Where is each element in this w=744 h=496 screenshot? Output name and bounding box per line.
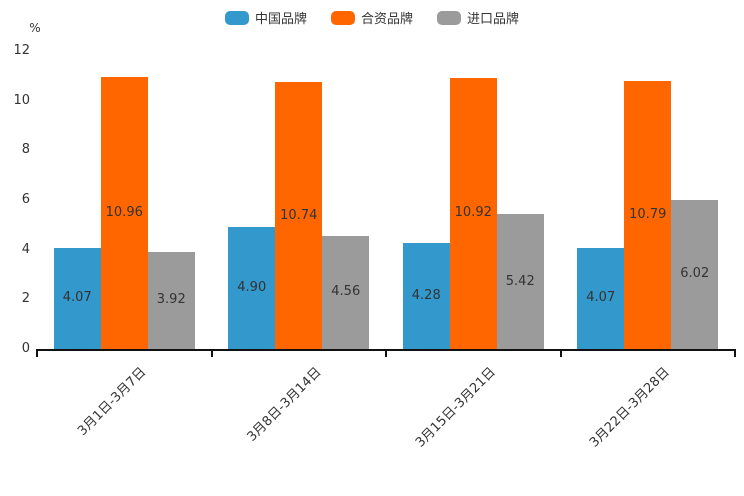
bar-value-label: 4.90 <box>237 280 267 296</box>
legend-marker-icon <box>330 10 355 25</box>
bar-value-label: 10.79 <box>629 207 667 223</box>
bar-value-label: 3.92 <box>156 292 186 308</box>
bar-value-label: 10.96 <box>105 204 143 220</box>
legend-item-label: 进口品牌 <box>467 12 520 27</box>
bar-value-label: 10.92 <box>454 205 492 221</box>
legend-item-series-1[interactable]: 合资品牌 <box>330 8 413 27</box>
legend-item-series-2[interactable]: 进口品牌 <box>437 8 519 27</box>
bar-中国品牌-cat0 <box>53 247 101 349</box>
bar-进口品牌-cat1 <box>322 235 370 349</box>
bar-value-label: 4.07 <box>62 290 92 306</box>
bar-进口品牌-cat3 <box>671 199 719 349</box>
bar-进口品牌-cat2 <box>496 214 544 349</box>
bar-进口品牌-cat0 <box>147 251 195 349</box>
bar-value-label: 4.28 <box>411 287 441 303</box>
y-axis-tick-label: 10 <box>13 92 30 108</box>
chart-legend: 中国品牌 合资品牌 进口品牌 <box>0 8 744 27</box>
y-axis-tick-label: 0 <box>21 341 30 356</box>
y-axis-unit-label: % <box>29 21 41 35</box>
x-axis-category-label: 3月1日-3月7日 <box>75 364 150 439</box>
x-axis-category-label: 3月15日-3月21日 <box>412 364 499 451</box>
bar-合资品牌-cat0 <box>100 76 148 349</box>
bar-中国品牌-cat3 <box>577 247 625 349</box>
bar-合资品牌-cat3 <box>624 81 672 349</box>
x-axis-tick <box>385 351 387 357</box>
x-axis-tick <box>559 351 562 357</box>
bar-value-label: 6.02 <box>680 266 710 282</box>
legend-item-label: 中国品牌 <box>254 12 307 27</box>
x-axis-line <box>36 349 736 351</box>
bar-value-label: 10.74 <box>280 207 318 223</box>
legend-marker-icon <box>437 10 461 25</box>
y-axis-tick-label: 8 <box>21 142 30 158</box>
y-axis-tick-label: 6 <box>21 192 30 207</box>
legend-marker-icon <box>224 10 249 25</box>
bar-value-label: 4.56 <box>331 284 361 300</box>
bar-合资品牌-cat2 <box>449 77 497 349</box>
y-axis-tick-label: 2 <box>21 291 30 307</box>
bar-中国品牌-cat1 <box>228 227 276 349</box>
bar-中国品牌-cat2 <box>402 242 450 349</box>
x-axis-tick <box>210 351 213 357</box>
x-axis-category-label: 3月8日-3月14日 <box>244 364 325 445</box>
bar-value-label: 5.42 <box>505 273 535 289</box>
x-axis-category-label: 3月22日-3月28日 <box>587 364 674 451</box>
bar-合资品牌-cat1 <box>275 82 323 349</box>
y-axis-tick-label: 12 <box>13 43 30 58</box>
legend-item-label: 合资品牌 <box>360 12 413 27</box>
y-axis-tick-label: 4 <box>21 241 30 257</box>
x-axis-tick <box>734 351 736 357</box>
legend-item-series-0[interactable]: 中国品牌 <box>224 8 307 27</box>
x-axis-tick <box>36 351 38 357</box>
bar-value-label: 4.07 <box>586 290 616 306</box>
